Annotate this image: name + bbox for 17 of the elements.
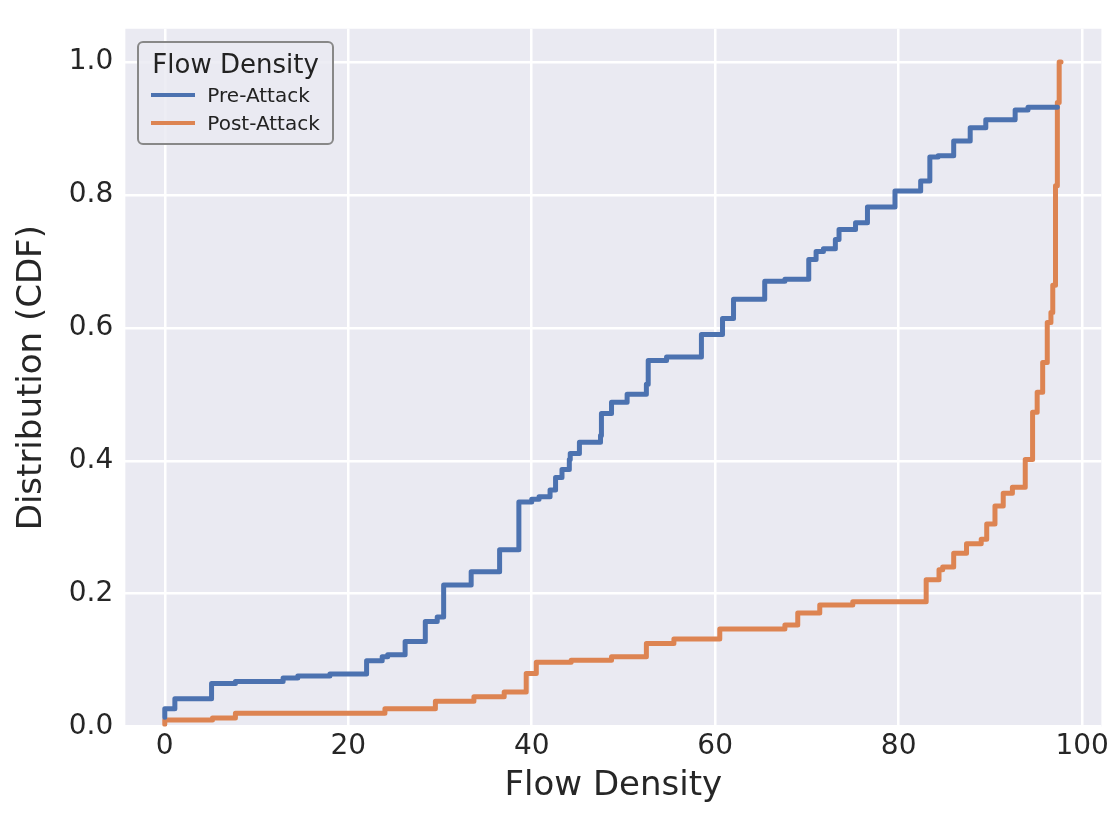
legend-label: Post-Attack <box>207 110 320 135</box>
legend-label: Pre-Attack <box>207 82 310 107</box>
x-tick-label: 100 <box>1055 727 1109 761</box>
x-tick-label: 60 <box>697 727 733 761</box>
y-tick-label: 0.2 <box>68 574 114 608</box>
y-tick-label: 0.4 <box>68 442 114 476</box>
legend-title: Flow Density <box>151 48 320 79</box>
x-tick-label: 80 <box>880 727 917 761</box>
x-axis-title: Flow Density <box>504 763 723 804</box>
y-tick-label: 1.0 <box>68 43 114 77</box>
y-tick-label: 0.8 <box>68 176 114 210</box>
x-tick-label: 40 <box>513 727 550 761</box>
y-tick-label: 0.6 <box>68 309 114 343</box>
x-tick-label: 0 <box>155 727 174 761</box>
y-axis-title: Distribution (CDF) <box>9 225 50 531</box>
x-tick-label: 20 <box>330 727 367 761</box>
y-tick-label: 0.0 <box>68 707 114 741</box>
